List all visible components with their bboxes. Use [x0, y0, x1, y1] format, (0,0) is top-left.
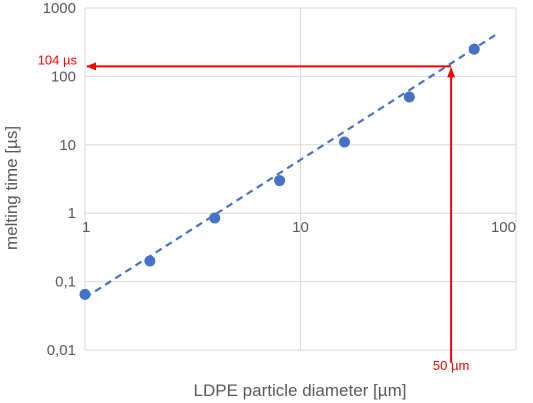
- y-tick-label: 10: [59, 137, 76, 154]
- y-tick-label: 1000: [43, 0, 76, 17]
- y-tick-label: 1: [68, 205, 76, 222]
- data-point: [79, 288, 91, 300]
- annotation-group: 104 µs 50 µm: [38, 52, 470, 373]
- data-point: [274, 175, 286, 187]
- data-point: [209, 212, 221, 224]
- y-tick-label: 0,1: [55, 274, 76, 291]
- trendline-group: [84, 34, 496, 299]
- y-tick-label: 100: [51, 68, 76, 85]
- data-point: [338, 136, 350, 148]
- x-tick-label: 10: [292, 219, 309, 236]
- data-point: [468, 43, 480, 55]
- y-axis-title: melting time [µs]: [2, 126, 21, 250]
- trendline: [84, 34, 496, 299]
- data-points: [79, 43, 480, 300]
- x-axis-title: LDPE particle diameter [µm]: [194, 381, 407, 400]
- x-tick-label: 1: [82, 219, 90, 236]
- tick-labels: 0,01 0,1 1 10 100 1000 1 10 100: [43, 0, 516, 359]
- grid: [84, 7, 517, 351]
- data-point: [403, 91, 415, 103]
- annotation-label-y: 104 µs: [38, 52, 78, 67]
- data-point: [144, 255, 156, 267]
- y-tick-label: 0,01: [47, 342, 76, 359]
- annotation-label-x: 50 µm: [433, 358, 469, 373]
- x-tick-label: 100: [491, 219, 516, 236]
